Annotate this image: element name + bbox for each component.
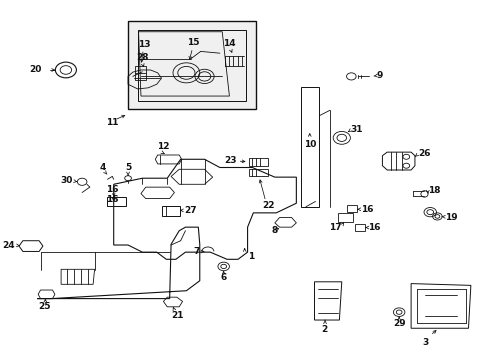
Text: 12: 12 [157,143,169,152]
Text: 25: 25 [38,302,51,311]
Text: 16: 16 [367,223,380,232]
Text: 2: 2 [320,325,326,334]
Text: 16: 16 [106,195,118,204]
Bar [338,213,352,222]
Bar [161,206,179,216]
Text: 1: 1 [247,252,253,261]
Text: 21: 21 [171,311,183,320]
Text: 20: 20 [30,66,42,75]
Text: 9: 9 [376,71,382,80]
Text: 19: 19 [444,213,456,222]
Bar [107,197,125,206]
Bar [346,205,356,212]
Text: 23: 23 [224,156,236,165]
Text: 17: 17 [328,222,341,231]
Text: 8: 8 [271,226,277,235]
Text: 7: 7 [193,247,200,256]
Bar [354,224,365,231]
Text: 22: 22 [262,201,274,210]
Text: 6: 6 [220,273,226,282]
Text: 14: 14 [223,39,235,48]
Text: 29: 29 [392,319,405,328]
Text: 3: 3 [422,338,427,347]
Text: 11: 11 [106,118,118,127]
Bar [248,168,267,176]
Text: 10: 10 [303,140,315,149]
Text: 13: 13 [138,40,150,49]
Text: 16: 16 [360,205,373,214]
Text: 5: 5 [124,163,131,172]
Text: 18: 18 [427,186,439,195]
Bar [128,21,256,109]
Bar [248,158,267,166]
Text: 28: 28 [136,53,148,62]
Text: 16: 16 [106,185,118,194]
Text: 4: 4 [100,163,106,172]
Text: 15: 15 [187,38,200,47]
Text: 26: 26 [417,149,430,158]
Text: 30: 30 [60,176,72,185]
Text: 27: 27 [183,206,196,215]
Text: 24: 24 [2,240,15,249]
Text: 31: 31 [349,126,362,135]
